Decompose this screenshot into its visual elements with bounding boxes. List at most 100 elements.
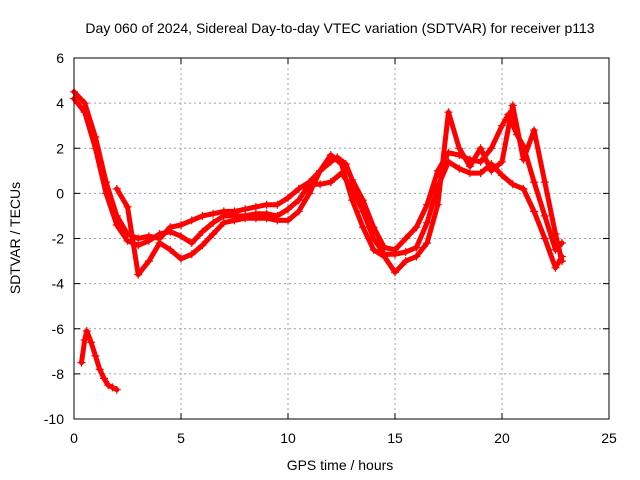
data-point [198,241,207,250]
data-point [412,252,421,261]
data-point [498,171,506,180]
y-tick-label: -10 [44,411,64,427]
data-point [134,234,143,243]
data-point [198,227,207,236]
data-point [108,383,117,392]
data-point [487,166,496,175]
data-point [412,243,421,252]
data-point [91,351,100,360]
data-point [530,126,539,135]
data-point [80,336,89,344]
data-point [423,239,432,247]
data-point [100,374,108,383]
data-point [358,223,367,232]
data-point [95,365,104,374]
data-point [519,184,528,193]
data-point [519,155,528,164]
series-trace [71,96,565,271]
data-point [401,248,410,256]
data-point [166,227,175,236]
data-point [209,230,218,238]
data-point [326,178,335,187]
x-tick-label: 10 [280,430,296,446]
data-point [498,157,506,166]
data-point [487,144,496,153]
data-point [273,200,282,209]
data-point [465,169,474,178]
data-point [104,381,113,390]
data-point [209,209,218,218]
data-point [316,166,325,175]
data-point [358,207,367,216]
data-point [455,144,464,153]
data-point [433,200,442,209]
data-point [455,164,464,173]
data-point [423,200,432,209]
data-point [80,99,89,108]
data-point [294,184,303,193]
data-point [262,214,271,223]
data-point [273,216,282,225]
y-axis-label: SDTVAR / TECUs [7,182,23,294]
plot-frame [73,57,610,420]
data-point [476,157,485,166]
data-point [166,245,175,254]
data-point [476,169,485,178]
series-trace [114,102,565,278]
data-point [551,263,560,272]
data-point [540,211,549,220]
data-point [401,257,410,266]
data-point [219,218,228,227]
data-point [348,196,357,205]
data-point [177,254,185,263]
y-axis-ticks: -10 -8 -6 -4 -2 0 2 4 6 [44,50,609,427]
data-point [508,101,517,110]
data-point [102,189,111,198]
y-tick-label: 2 [56,140,64,156]
data-point [498,121,506,130]
y-tick-label: -6 [52,321,65,337]
data-point [155,230,164,238]
data-point [284,216,292,225]
x-tick-label: 0 [70,430,78,446]
data-point [465,162,474,171]
data-point [391,250,399,259]
chart-title: Day 060 of 2024, Sidereal Day-to-day VTE… [85,20,594,36]
data-point [530,178,539,187]
y-tick-label: -8 [52,366,65,382]
data-point [219,211,228,220]
data-point [187,239,196,247]
series-trace [79,328,120,393]
data-point [326,151,335,159]
x-tick-label: 15 [387,430,403,446]
data-point [241,205,250,214]
series-short-arc [77,327,121,394]
data-point [284,205,292,214]
data-point [294,196,303,205]
data-point [251,214,260,223]
data-point [144,236,153,245]
data-point [144,257,153,266]
data-point [134,270,143,279]
y-tick-label: -2 [52,231,65,247]
data-point [187,216,196,225]
y-tick-label: -4 [52,276,65,292]
data-point [391,268,399,277]
y-tick-label: 4 [56,95,64,111]
data-point [123,202,132,211]
data-point [401,234,410,243]
data-point [230,216,239,225]
data-point [476,144,485,153]
data-point [551,230,560,238]
data-point [177,232,185,241]
data-point [251,202,260,211]
series-main-trace-c [112,101,566,279]
y-tick-label: 0 [56,185,64,201]
series-main-trace-b [70,94,566,272]
data-point [77,358,86,367]
data-point [155,239,164,247]
x-tick-label: 5 [177,430,185,446]
data-point [177,221,185,229]
series-main-trace-a [70,87,566,254]
